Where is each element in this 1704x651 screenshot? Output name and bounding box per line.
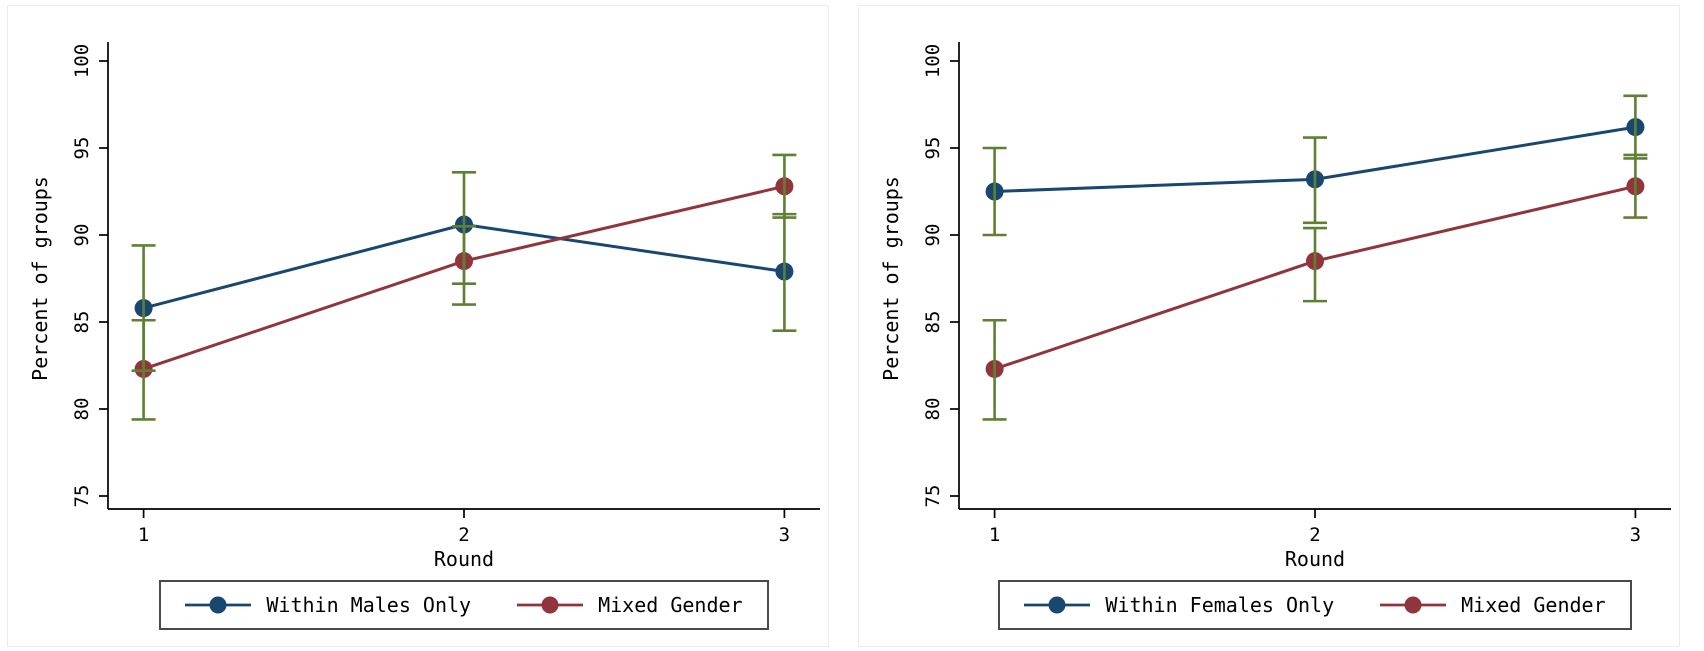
x-tick-label: 1 — [138, 524, 149, 546]
y-tick-label: 85 — [922, 311, 944, 334]
chart-panel-females: 75 80 85 90 95 100 Percent of groups 1 2 3 Round W… — [858, 5, 1680, 647]
males-chart-svg: 75 80 85 90 95 100 Percent of groups 1 2 3 Round — [28, 42, 820, 571]
legend-marker-icon — [185, 596, 252, 614]
legend-dot — [541, 596, 559, 614]
y-tick-label: 100 — [71, 44, 93, 78]
legend-label: Mixed Gender — [1461, 593, 1606, 617]
y-tick-label: 85 — [71, 311, 93, 334]
legend-entry: Mixed Gender — [1380, 593, 1606, 617]
legend-marker-icon — [1380, 596, 1447, 614]
y-tick-label: 75 — [71, 485, 93, 508]
y-tick-label: 80 — [71, 398, 93, 421]
y-tick-label: 90 — [922, 224, 944, 247]
chart-panel-males: 75 80 85 90 95 100 Percent of groups 1 2 3 Round W… — [7, 5, 829, 647]
x-tick-label: 1 — [989, 524, 1000, 546]
y-tick-label: 80 — [922, 398, 944, 421]
y-tick-label: 75 — [922, 485, 944, 508]
legend-label: Within Males Only — [266, 593, 472, 617]
legend-entry: Mixed Gender — [517, 593, 743, 617]
legend-marker-icon — [517, 596, 584, 614]
legend-entry: Within Females Only — [1024, 593, 1334, 617]
y-tick-label: 100 — [922, 44, 944, 78]
legend-label: Within Females Only — [1105, 593, 1335, 617]
legend-dot — [1404, 596, 1422, 614]
y-axis-title: Percent of groups — [879, 176, 903, 381]
x-tick-label: 3 — [779, 524, 790, 546]
males-legend-row: Within Males Only Mixed Gender — [108, 580, 820, 630]
x-axis-title: Round — [434, 547, 494, 571]
legend-label: Mixed Gender — [598, 593, 743, 617]
x-axis-title: Round — [1285, 547, 1345, 571]
legend-marker-icon — [1024, 596, 1091, 614]
females-chart-svg: 75 80 85 90 95 100 Percent of groups 1 2 3 Round — [879, 42, 1671, 571]
legend-dot — [209, 596, 227, 614]
legend-entry: Within Males Only — [185, 593, 471, 617]
females-legend-row: Within Females Only Mixed Gender — [959, 580, 1671, 630]
y-axis-title: Percent of groups — [28, 176, 52, 381]
x-tick-label: 3 — [1630, 524, 1641, 546]
males-legend-box: Within Males Only Mixed Gender — [159, 580, 769, 630]
x-tick-label: 2 — [458, 524, 469, 546]
y-tick-label: 95 — [922, 137, 944, 160]
x-tick-label: 2 — [1309, 524, 1320, 546]
females-legend-box: Within Females Only Mixed Gender — [998, 580, 1632, 630]
legend-dot — [1048, 596, 1066, 614]
y-tick-label: 90 — [71, 224, 93, 247]
y-tick-label: 95 — [71, 137, 93, 160]
